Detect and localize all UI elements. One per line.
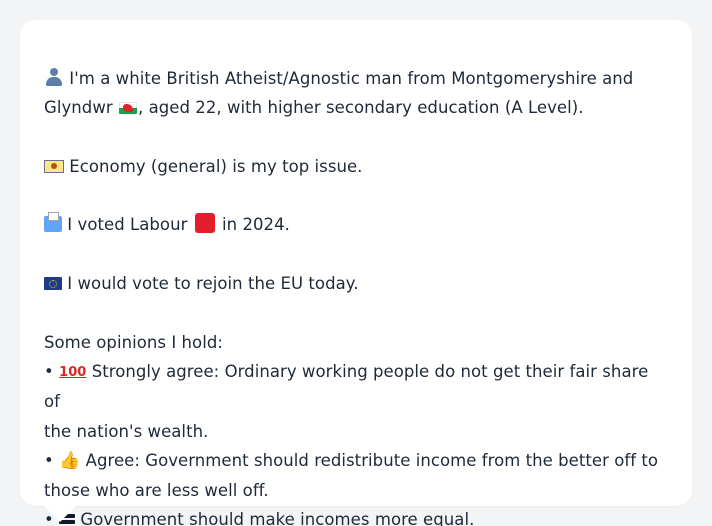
top-issue: Economy (general) is my top issue. [44, 152, 668, 181]
opinions-block: Some opinions I hold: • 100 Strongly agr… [44, 328, 668, 526]
identity-text-b: Glyndwr [44, 98, 113, 118]
opinion-1-line-a: Strongly agree: Ordinary working people … [44, 361, 649, 412]
vote-history: I voted Labour in 2024. [44, 210, 668, 239]
money-icon [44, 159, 64, 173]
opinion-2-line-b: those who are less well off. [44, 481, 269, 501]
eu-flag-icon [44, 277, 62, 291]
identity-text-c: , aged 22, with higher secondary educati… [138, 98, 584, 118]
profile-identity: I'm a white British Atheist/Agnostic man… [44, 64, 668, 123]
eu-stance: I would vote to rejoin the EU today. [44, 269, 668, 298]
hundred-icon: 100 [59, 364, 87, 380]
thumbs-up-icon: 👍 [59, 450, 81, 471]
top-issue-text: Economy (general) is my top issue. [69, 156, 363, 176]
bubble-tail [42, 504, 78, 522]
list-bullet: • [44, 450, 54, 470]
ballot-box-icon [44, 212, 62, 233]
list-bullet: • [44, 361, 54, 381]
message-bubble: I'm a white British Atheist/Agnostic man… [20, 20, 692, 526]
opinions-heading: Some opinions I hold: [44, 332, 223, 352]
person-icon [44, 67, 64, 87]
identity-text-a: I'm a white British Atheist/Agnostic man… [69, 69, 634, 88]
opinion-2-line-a: Agree: Government should redistribute in… [85, 450, 659, 470]
eu-stance-text: I would vote to rejoin the EU today. [67, 274, 359, 294]
wales-flag-icon [119, 102, 137, 115]
red-square-icon [194, 213, 215, 234]
opinion-3-line-a: Government should make incomes more equa… [80, 510, 475, 526]
vote-text-a: I voted Labour [67, 215, 188, 235]
opinion-1-line-b: the nation's wealth. [44, 421, 209, 441]
vote-text-b: in 2024. [222, 215, 290, 235]
